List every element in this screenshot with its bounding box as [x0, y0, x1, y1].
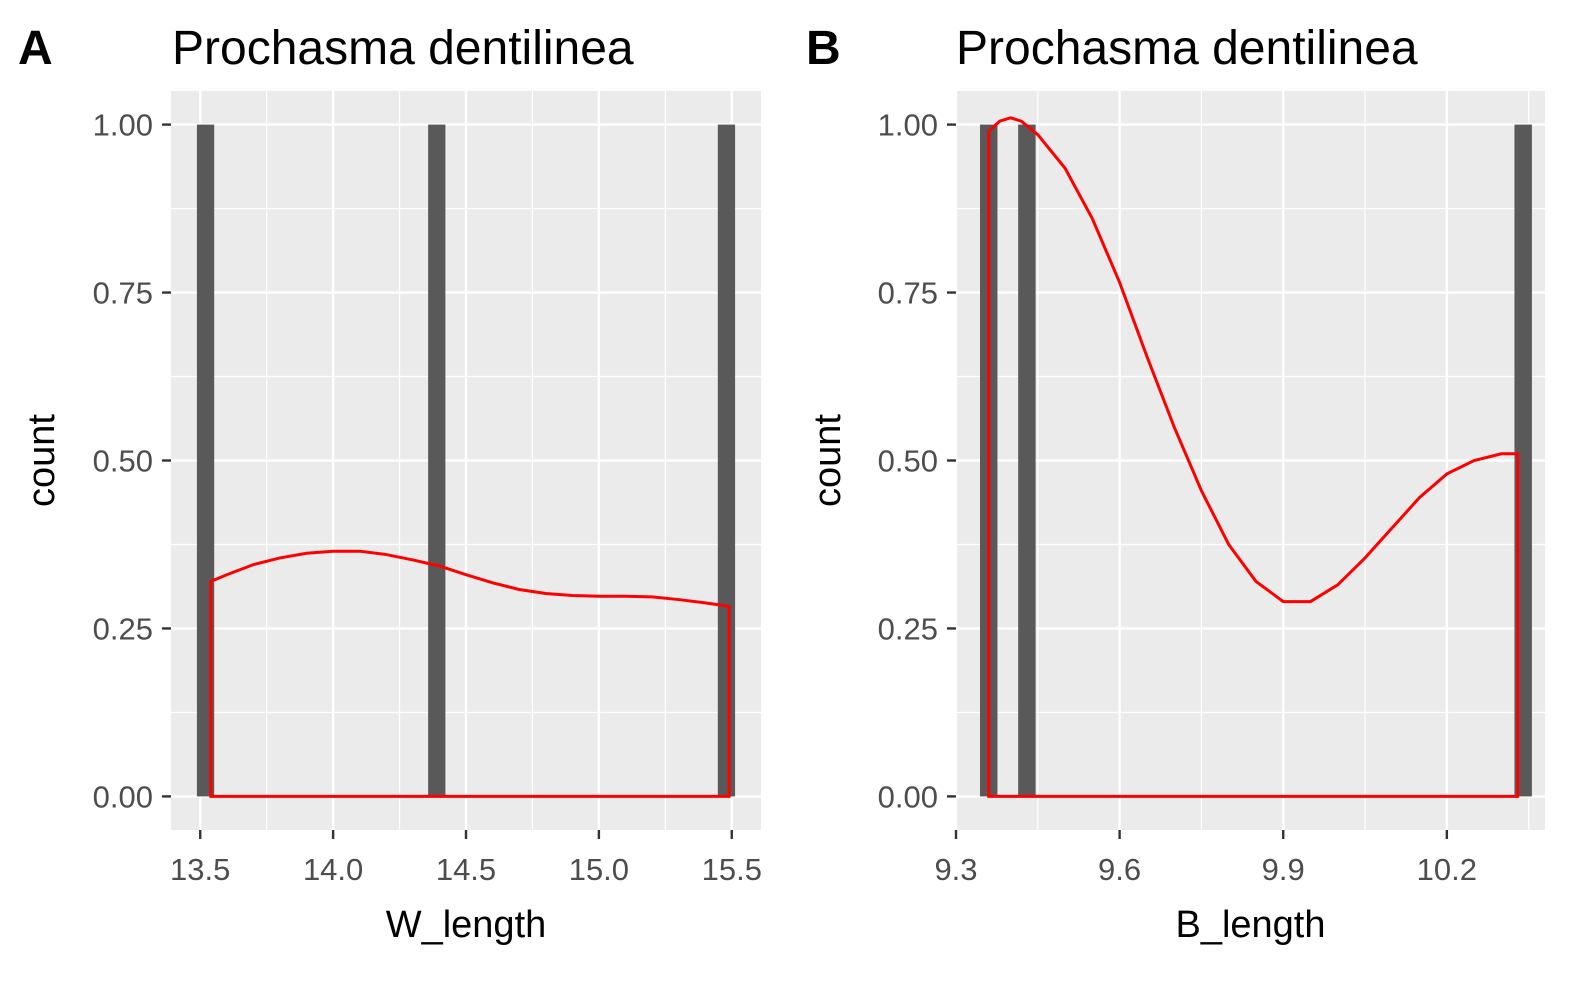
y-tick-label-1: 0.25	[93, 611, 153, 646]
panel-b-y-axis-title: count	[807, 414, 849, 507]
y-tick-label-4: 1.00	[93, 108, 153, 143]
x-tick-label-1: 14.0	[303, 852, 363, 887]
x-tick-label-3: 15.0	[569, 852, 629, 887]
bar-1	[1018, 125, 1035, 797]
x-tick-label-2: 14.5	[436, 852, 496, 887]
y-tick-label-3: 0.75	[93, 276, 153, 311]
panel-a-title: Prochasma dentilinea	[172, 22, 634, 75]
bar-1	[428, 125, 445, 797]
bar-2	[718, 125, 735, 797]
x-tick-label-2: 9.9	[1262, 852, 1305, 887]
y-tick-label-4: 1.00	[878, 108, 938, 143]
panel-a: A Prochasma dentilinea 0.00 0.25 0.50 0.75 1…	[18, 22, 762, 946]
y-tick-label-2: 0.50	[878, 444, 938, 479]
y-tick-label-0: 0.00	[93, 779, 153, 814]
panel-b-x-axis-title: B_length	[1175, 904, 1325, 946]
y-tick-label-2: 0.50	[93, 444, 153, 479]
x-tick-label-4: 15.5	[702, 852, 762, 887]
panel-b-tag: B	[806, 22, 841, 75]
panel-b-title: Prochasma dentilinea	[956, 22, 1418, 75]
panel-a-x-axis-title: W_length	[386, 904, 547, 946]
panel-b: B Prochasma dentilinea 0.00 0.25 0.50 0.75 1…	[806, 22, 1545, 946]
x-tick-label-1: 9.6	[1098, 852, 1141, 887]
x-tick-label-3: 10.2	[1417, 852, 1477, 887]
panel-a-y-axis-title: count	[21, 414, 63, 507]
y-tick-label-3: 0.75	[878, 276, 938, 311]
panel-a-tag: A	[18, 22, 53, 75]
x-tick-label-0: 9.3	[934, 852, 977, 887]
x-tick-label-0: 13.5	[170, 852, 230, 887]
y-tick-label-0: 0.00	[878, 779, 938, 814]
y-tick-label-1: 0.25	[878, 611, 938, 646]
